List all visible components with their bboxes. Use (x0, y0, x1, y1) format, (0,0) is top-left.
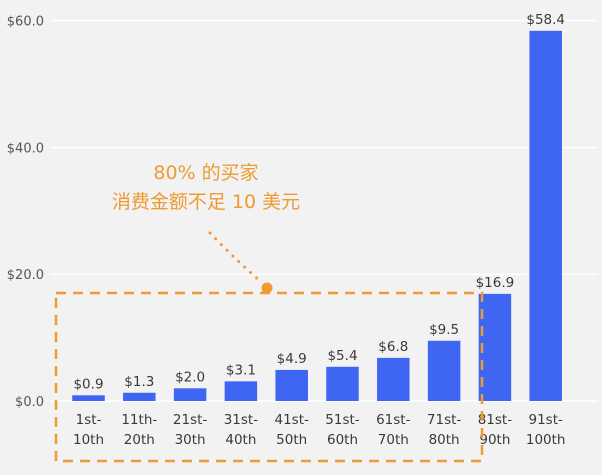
annotation-dot (261, 282, 273, 294)
x-tick-label: 1st-10th (73, 412, 104, 448)
bar (72, 395, 105, 401)
y-tick-label: $0.0 (15, 395, 44, 410)
data-label: $58.4 (526, 12, 565, 28)
bar (427, 340, 461, 401)
bar (123, 392, 156, 401)
bar (224, 381, 258, 401)
y-axis-ticks: $0.0 $20.0 $40.0 $60.0 (7, 15, 44, 410)
annotation-pointer (208, 231, 264, 285)
data-label: $2.0 (175, 369, 205, 385)
data-label: $0.9 (73, 376, 103, 392)
data-label: $1.3 (124, 374, 154, 390)
data-label: $6.8 (378, 339, 408, 355)
annotation-line-2: 消费金额不足 10 美元 (112, 191, 300, 213)
value-labels: $0.9 $1.3 $2.0 $3.1 $4.9 $5.4 $6.8 $9.5 $16.9 $58… (73, 12, 565, 392)
data-label: $3.1 (226, 362, 256, 378)
x-tick-label: 21st-30th (173, 412, 208, 448)
y-tick-label: $20.0 (7, 268, 44, 283)
y-tick-label: $40.0 (7, 141, 44, 156)
data-label: $5.4 (327, 348, 357, 364)
x-tick-label: 81st-90th (478, 412, 513, 448)
bar (377, 357, 410, 401)
x-tick-label: 61st-70th (376, 412, 411, 448)
bar (478, 293, 512, 401)
x-tick-label: 71st-80th (427, 412, 462, 448)
x-tick-label: 51st-60th (325, 412, 360, 448)
bar (275, 369, 308, 401)
x-tick-label: 11th-20th (121, 412, 157, 448)
bar (326, 366, 359, 401)
highlight-box (54, 291, 484, 463)
bars (72, 30, 562, 401)
data-label: $9.5 (429, 322, 459, 338)
x-axis-ticks: 1st-10th 11th-20th 21st-30th 31st-40th 41st-… (73, 412, 566, 448)
data-label: $4.9 (277, 351, 307, 367)
x-tick-label: 31st-40th (224, 412, 259, 448)
x-tick-label: 91st-100th (526, 412, 566, 448)
annotation-line-1: 80% 的买家 (153, 162, 258, 184)
bar (529, 30, 562, 401)
data-label: $16.9 (476, 275, 515, 291)
x-tick-label: 41st-50th (275, 412, 310, 448)
bar (173, 388, 207, 401)
y-tick-label: $60.0 (7, 15, 44, 30)
